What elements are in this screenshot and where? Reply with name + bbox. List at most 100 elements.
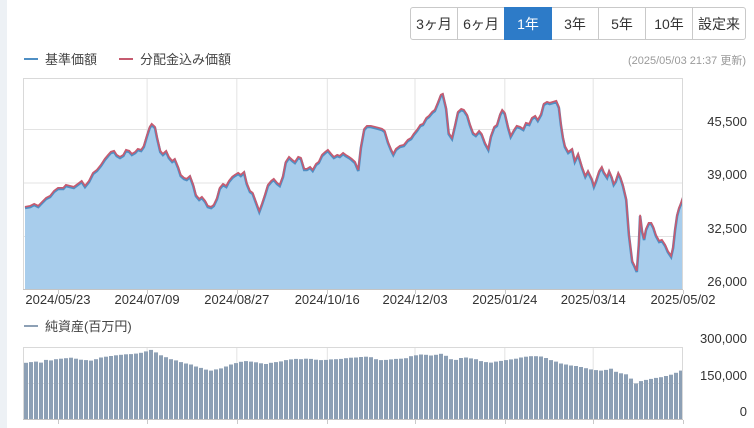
net-assets-bar [279,361,283,420]
net-assets-bar [379,360,383,420]
aum-x-axis-tick [327,420,328,424]
x-axis-tick [593,290,594,294]
y-axis-label-32500: 32,500 [707,220,747,236]
net-assets-bar [69,357,73,420]
x-axis-label-1: 2024/05/23 [25,292,91,307]
net-assets-bar [659,377,663,420]
net-assets-bar [394,358,398,420]
net-assets-line-swatch [24,324,38,327]
net-assets-bar [544,358,548,420]
net-assets-bar [24,362,28,420]
net-assets-bar [229,364,233,420]
net-assets-bar [489,362,493,420]
net-assets-bar [614,371,618,420]
net-assets-bar [609,368,613,420]
net-assets-bar [304,358,308,420]
net-assets-bar [669,374,673,420]
period-button-6[interactable]: 10年 [645,7,693,40]
x-axis-tick [58,290,59,294]
net-assets-bar [539,356,543,420]
aum-x-axis-tick [593,420,594,424]
net-assets-bar [79,359,83,420]
period-button-5[interactable]: 5年 [598,7,646,40]
net-assets-bar [474,359,478,420]
net-assets-bar [99,357,103,420]
net-assets-bar [274,362,278,420]
net-assets-bar [244,361,248,420]
net-assets-bar [444,355,448,420]
net-assets-bar [334,359,338,420]
price-chart-legend: 基準価額 分配金込み価額 [24,49,253,68]
x-axis-label-8: 2025/05/02 [650,292,716,307]
period-button-4[interactable]: 3年 [551,7,599,40]
net-assets-bar [449,359,453,420]
net-assets-bar [504,360,508,420]
aum-x-axis-tick [683,420,684,424]
net-assets-bar [434,354,438,420]
period-button-2[interactable]: 6ヶ月 [457,7,505,40]
aum-x-axis-tick [58,420,59,424]
x-axis-label-7: 2025/03/14 [560,292,626,307]
net-assets-bar [429,355,433,420]
net-assets-bar [64,358,68,420]
net-assets-bar [639,381,643,420]
net-assets-bar [219,368,223,420]
net-assets-bar [534,356,538,420]
net-assets-bar [194,366,198,420]
net-assets-bar [619,373,623,420]
net-assets-bar [419,354,423,420]
net-assets-bar [459,358,463,420]
net-assets-bar [294,358,298,420]
net-assets-bar [84,360,88,420]
price-area [25,95,683,290]
net-assets-bar [54,359,58,420]
net-assets-bar [484,362,488,420]
net-assets-bar [404,358,408,420]
left-margin-strip [0,0,7,428]
net-assets-bar [629,378,633,420]
net-assets-bar [574,366,578,420]
updated-timestamp: (2025/05/03 21:37 更新) [627,55,746,67]
net-assets-bar [309,358,313,420]
net-assets-bar [299,359,303,420]
period-button-group: 3ヶ月 6ヶ月 1年 3年 5年 10年 設定来 [410,7,746,40]
net-assets-bar [679,370,683,420]
period-button-3[interactable]: 1年 [504,7,552,40]
net-assets-bar [94,359,98,420]
net-assets-bar [89,360,93,420]
net-assets-bar [454,359,458,420]
net-assets-bar [224,366,228,420]
net-assets-bar [159,355,163,420]
net-assets-bar [74,358,78,420]
period-button-1[interactable]: 3ヶ月 [410,7,458,40]
price-chart-svg [23,78,683,290]
net-assets-bar [134,353,138,420]
net-assets-bar [234,363,238,420]
net-assets-bar [469,358,473,420]
base-price-line-swatch [24,57,38,60]
net-assets-legend: 純資産(百万円) [24,316,132,335]
net-assets-bar [184,363,188,420]
y-axis-label-45500: 45,500 [707,113,747,129]
net-assets-bar [499,360,503,420]
net-assets-legend-label: 純資産(百万円) [45,319,132,334]
net-assets-bar [314,359,318,420]
period-button-7[interactable]: 設定来 [692,7,746,40]
aum-x-axis-tick [147,420,148,424]
net-assets-bar [359,357,363,420]
x-axis-tick [237,290,238,294]
net-assets-bar [174,360,178,420]
net-assets-bar [269,362,273,420]
net-assets-bar [104,356,108,420]
net-assets-bar [214,369,218,420]
aum-x-axis-tick [415,420,416,424]
net-assets-bar [49,360,53,420]
price-chart-plot [23,78,683,290]
net-assets-bar [354,357,358,420]
y-axis-label-26000: 26,000 [707,274,747,289]
net-assets-bar [519,357,523,420]
net-assets-bar [549,360,553,420]
net-assets-bar [254,362,258,420]
net-assets-bar [524,356,528,420]
net-assets-bar [624,374,628,420]
